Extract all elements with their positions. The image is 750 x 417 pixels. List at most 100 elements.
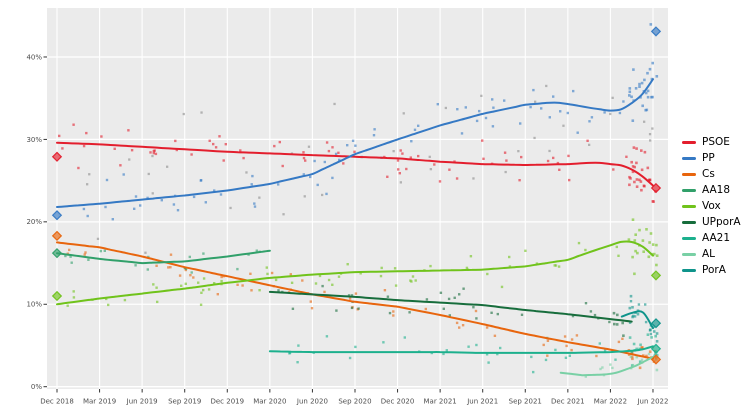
poll-point <box>433 163 436 166</box>
poll-point <box>84 251 87 254</box>
poll-point <box>496 312 499 316</box>
poll-point <box>552 156 555 160</box>
x-tick-label: Dec 2019 <box>210 398 244 406</box>
poll-point <box>645 354 648 358</box>
trend-line-AA18 <box>56 249 271 265</box>
poll-point <box>445 349 448 352</box>
poll-point <box>160 199 163 202</box>
poll-point <box>603 111 606 114</box>
poll-point <box>424 307 427 311</box>
poll-point <box>113 147 116 150</box>
poll-point <box>348 356 352 360</box>
result-marker-PSOE <box>51 151 63 162</box>
poll-point <box>628 321 632 324</box>
poll-point <box>302 156 306 160</box>
poll-point <box>631 357 634 361</box>
poll-point <box>236 267 239 271</box>
legend-item-aa21: AA21 <box>682 232 741 244</box>
poll-point <box>208 139 211 142</box>
poll-point <box>508 265 512 268</box>
poll-point <box>119 164 122 167</box>
result-marker-Vox <box>51 290 63 302</box>
poll-point <box>485 353 489 356</box>
poll-point <box>568 178 571 182</box>
poll-point <box>438 180 442 183</box>
poll-point <box>635 161 638 165</box>
poll-point <box>250 289 253 292</box>
poll-point <box>388 311 392 315</box>
poll-point <box>96 237 100 240</box>
poll-point <box>586 139 589 142</box>
poll-point <box>331 176 334 180</box>
poll-point <box>504 170 507 174</box>
poll-point <box>654 352 657 355</box>
poll-point <box>166 165 169 168</box>
poll-point <box>123 298 127 302</box>
poll-point <box>151 154 154 158</box>
poll-point <box>99 249 102 253</box>
poll-point <box>425 298 429 301</box>
poll-point <box>570 348 573 352</box>
poll-point <box>197 281 200 284</box>
poll-point <box>644 303 647 306</box>
poll-point <box>644 91 648 95</box>
poll-point <box>655 354 659 357</box>
poll-point <box>472 306 475 309</box>
poll-point <box>290 281 294 284</box>
poll-point <box>469 255 473 258</box>
poll-point <box>491 98 494 101</box>
poll-point <box>393 267 397 270</box>
poll-point <box>553 264 556 267</box>
poll-point <box>448 314 451 317</box>
legend-item-cs: Cs <box>682 168 741 180</box>
poll-point <box>529 105 532 109</box>
legend-label: PP <box>702 152 715 164</box>
poll-point <box>601 366 604 369</box>
poll-point <box>331 283 334 286</box>
poll-point <box>584 248 587 252</box>
poll-point <box>222 159 225 162</box>
poll-point <box>302 151 305 154</box>
poll-point <box>544 358 548 362</box>
poll-point <box>258 196 261 199</box>
x-tick-label: Jun 2020 <box>296 398 328 406</box>
poll-point <box>219 193 223 196</box>
poll-point <box>475 119 479 123</box>
poll-point <box>649 332 653 336</box>
poll-point <box>622 100 625 103</box>
x-tick-label: Dec 2021 <box>551 398 585 406</box>
poll-point <box>655 243 658 247</box>
poll-point <box>629 355 633 359</box>
poll-point <box>641 239 645 242</box>
poll-point <box>598 342 601 345</box>
poll-point <box>628 90 632 94</box>
poll-point <box>649 23 653 26</box>
poll-point <box>82 207 86 211</box>
poll-point <box>270 271 274 275</box>
result-marker-PP <box>650 26 662 37</box>
poll-point <box>155 286 158 289</box>
y-tick-label: 0% <box>31 383 42 391</box>
poll-point <box>313 159 316 163</box>
poll-point <box>493 334 497 337</box>
poll-point <box>546 339 550 342</box>
poll-point <box>652 325 655 328</box>
poll-point <box>645 228 648 231</box>
poll-point <box>631 255 634 259</box>
poll-point <box>100 135 103 138</box>
poll-point <box>565 344 568 348</box>
result-marker-PorA <box>650 318 662 329</box>
poll-point <box>638 366 642 370</box>
poll-point <box>72 123 75 126</box>
poll-point <box>612 168 615 171</box>
y-tick-label: 10% <box>26 301 42 309</box>
legend-swatch-icon <box>682 268 696 272</box>
poll-point <box>302 173 305 176</box>
poll-point <box>111 218 114 221</box>
poll-point <box>635 355 639 359</box>
poll-point <box>448 168 451 171</box>
poll-point <box>122 173 125 176</box>
x-tick-label: Dec 2018 <box>40 398 74 406</box>
poll-point <box>633 315 637 318</box>
